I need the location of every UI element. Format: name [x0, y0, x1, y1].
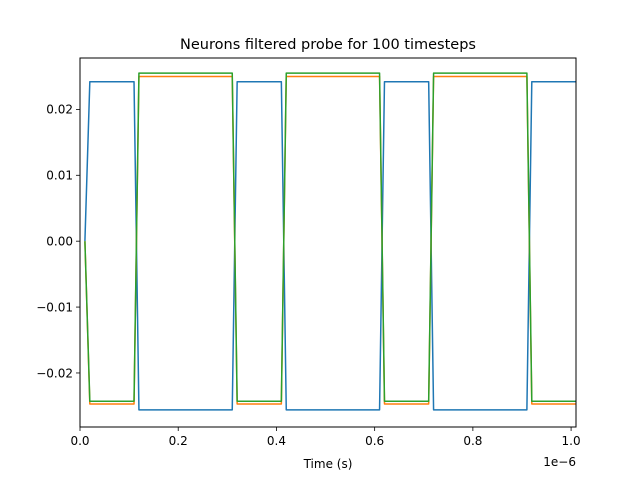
series-line-1 — [84, 80, 576, 411]
series-line-3 — [84, 72, 576, 403]
y-tick-label: 0.00 — [46, 234, 73, 248]
plot-frame — [79, 57, 577, 428]
y-tick-label: 0.02 — [46, 103, 73, 117]
x-tick-label: 0.8 — [463, 434, 482, 448]
chart-title: Neurons filtered probe for 100 timesteps — [180, 37, 476, 53]
y-tick-label: 0.01 — [46, 169, 73, 183]
series-layer — [84, 72, 576, 411]
x-tick-label: 0.6 — [365, 434, 384, 448]
x-axis-offset-label: 1e−6 — [543, 455, 576, 469]
x-axis: 0.0 0.2 0.4 0.6 0.8 1.0 — [70, 427, 581, 448]
x-tick-label: 0.2 — [169, 434, 188, 448]
x-tick-label: 1.0 — [562, 434, 581, 448]
x-tick-label: 0.0 — [70, 434, 89, 448]
y-axis: −0.02 −0.01 0.00 0.01 0.02 — [36, 103, 80, 380]
y-tick-label: −0.01 — [36, 300, 73, 314]
y-tick-label: −0.02 — [36, 366, 73, 380]
x-tick-label: 0.4 — [267, 434, 286, 448]
x-axis-label: Time (s) — [303, 457, 353, 471]
